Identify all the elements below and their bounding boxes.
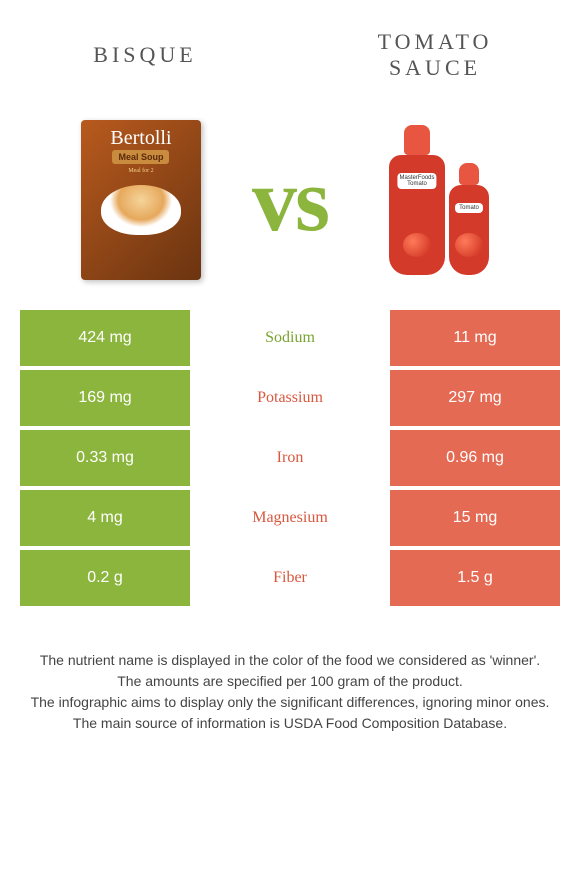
vs-text: vs [252, 149, 328, 252]
bottle-label-text: MasterFoods Tomato [397, 173, 436, 189]
nutrient-name: Potassium [190, 370, 390, 426]
bisque-label-text: Meal Soup [112, 150, 169, 164]
bisque-sub-text: Meal for 2 [128, 168, 153, 175]
hero-row: Bertolli Meal Soup Meal for 2 vs MasterF… [0, 110, 580, 310]
nutrient-left-value: 4 mg [20, 490, 190, 546]
nutrient-row: 424 mgSodium11 mg [20, 310, 560, 366]
nutrient-right-value: 1.5 g [390, 550, 560, 606]
sauce-bottle-small-icon: Tomato [449, 163, 489, 275]
nutrient-row: 4 mgMagnesium15 mg [20, 490, 560, 546]
nutrient-right-value: 15 mg [390, 490, 560, 546]
footer-line: The amounts are specified per 100 gram o… [20, 671, 560, 692]
footer-line: The nutrient name is displayed in the co… [20, 650, 560, 671]
tomato-icon [455, 233, 483, 257]
footer-line: The infographic aims to display only the… [20, 692, 560, 713]
header: BISQUE TOMATO SAUCE [0, 0, 580, 110]
product-right: MasterFoods Tomato Tomato [328, 125, 550, 275]
nutrient-right-value: 11 mg [390, 310, 560, 366]
soup-bowl-icon [101, 185, 181, 235]
title-left: BISQUE [0, 42, 290, 68]
bisque-brand-text: Bertolli [110, 128, 171, 148]
product-left: Bertolli Meal Soup Meal for 2 [30, 120, 252, 280]
footer-notes: The nutrient name is displayed in the co… [0, 610, 580, 734]
nutrient-table: 424 mgSodium11 mg169 mgPotassium297 mg0.… [0, 310, 580, 606]
nutrient-name: Magnesium [190, 490, 390, 546]
footer-line: The main source of information is USDA F… [20, 713, 560, 734]
nutrient-name: Sodium [190, 310, 390, 366]
title-right: TOMATO SAUCE [290, 29, 580, 82]
tomato-icon [403, 233, 431, 257]
nutrient-row: 169 mgPotassium297 mg [20, 370, 560, 426]
nutrient-right-value: 0.96 mg [390, 430, 560, 486]
nutrient-name: Fiber [190, 550, 390, 606]
title-right-line2: SAUCE [290, 55, 580, 81]
sauce-bottle-large-icon: MasterFoods Tomato [389, 125, 445, 275]
nutrient-left-value: 169 mg [20, 370, 190, 426]
bisque-package-graphic: Bertolli Meal Soup Meal for 2 [81, 120, 201, 280]
nutrient-row: 0.2 gFiber1.5 g [20, 550, 560, 606]
nutrient-row: 0.33 mgIron0.96 mg [20, 430, 560, 486]
nutrient-left-value: 0.33 mg [20, 430, 190, 486]
nutrient-left-value: 0.2 g [20, 550, 190, 606]
nutrient-name: Iron [190, 430, 390, 486]
nutrient-left-value: 424 mg [20, 310, 190, 366]
nutrient-right-value: 297 mg [390, 370, 560, 426]
sauce-bottles-graphic: MasterFoods Tomato Tomato [389, 125, 489, 275]
title-right-line1: TOMATO [290, 29, 580, 55]
